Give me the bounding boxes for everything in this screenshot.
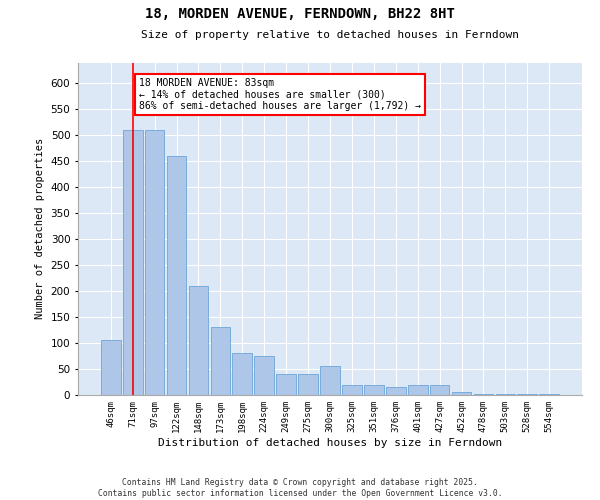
Bar [517,394,537,395]
Bar [188,286,208,395]
Bar [254,356,274,395]
Text: 18 MORDEN AVENUE: 83sqm
← 14% of detached houses are smaller (300)
86% of semi-d: 18 MORDEN AVENUE: 83sqm ← 14% of detache… [139,78,421,112]
Bar [320,366,340,395]
Bar [430,384,449,395]
Bar [123,130,143,395]
Title: Size of property relative to detached houses in Ferndown: Size of property relative to detached ho… [141,30,519,40]
Bar [408,384,428,395]
Y-axis label: Number of detached properties: Number of detached properties [35,138,45,320]
Bar [232,354,252,395]
Text: 18, MORDEN AVENUE, FERNDOWN, BH22 8HT: 18, MORDEN AVENUE, FERNDOWN, BH22 8HT [145,8,455,22]
Bar [145,130,164,395]
Bar [386,387,406,395]
Bar [539,394,559,395]
Bar [167,156,187,395]
Bar [364,384,384,395]
Bar [211,328,230,395]
Bar [452,392,472,395]
Bar [101,340,121,395]
Text: Contains HM Land Registry data © Crown copyright and database right 2025.
Contai: Contains HM Land Registry data © Crown c… [98,478,502,498]
Bar [496,394,515,395]
Bar [473,394,493,395]
Bar [276,374,296,395]
Bar [342,384,362,395]
X-axis label: Distribution of detached houses by size in Ferndown: Distribution of detached houses by size … [158,438,502,448]
Bar [298,374,318,395]
